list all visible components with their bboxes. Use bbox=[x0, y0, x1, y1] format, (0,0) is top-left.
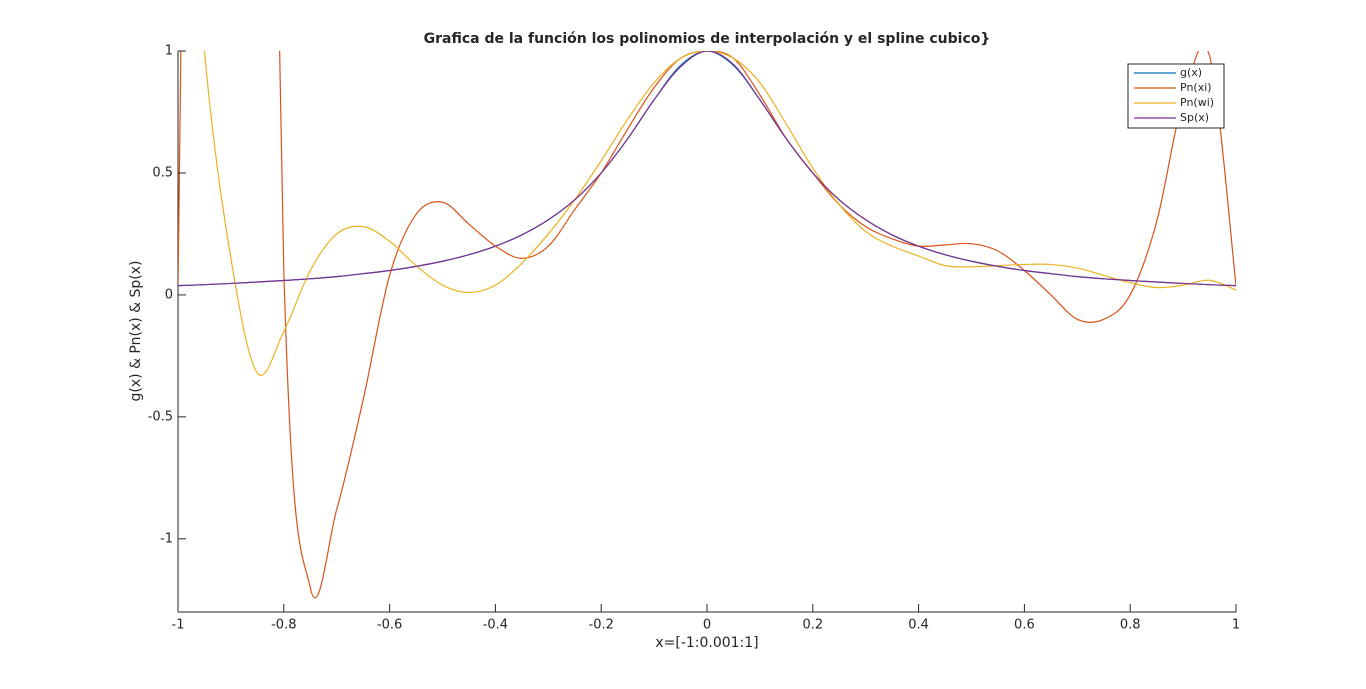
x-tick-label: -1 bbox=[172, 618, 185, 633]
x-tick-label: -0.2 bbox=[589, 618, 614, 633]
x-tick-label: -0.8 bbox=[271, 618, 296, 633]
chart-title: Grafica de la función los polinomios de … bbox=[424, 31, 991, 47]
x-axis-label: x=[-1:0.001:1] bbox=[655, 635, 758, 651]
x-tick-label: 0 bbox=[703, 618, 711, 633]
y-tick-label: 1 bbox=[165, 44, 173, 59]
series-line bbox=[178, 51, 1236, 287]
legend-label: Pn(xi) bbox=[1180, 81, 1212, 94]
series-line bbox=[178, 51, 1236, 599]
y-tick-label: -0.5 bbox=[148, 409, 173, 424]
legend-box bbox=[1127, 63, 1225, 129]
y-tick-label: 0.5 bbox=[152, 165, 173, 180]
y-tick-label: 0 bbox=[165, 287, 173, 302]
x-tick-label: 0.6 bbox=[1014, 618, 1035, 633]
x-tick-label: 0.2 bbox=[802, 618, 823, 633]
y-tick-label: -1 bbox=[160, 531, 173, 546]
legend: g(x) Pn(xi) Pn(wi) Sp(x) bbox=[1127, 63, 1225, 129]
legend-label: Pn(wi) bbox=[1180, 96, 1214, 109]
x-tick-label: 0.4 bbox=[908, 618, 929, 633]
x-tick-label: 0.8 bbox=[1120, 618, 1141, 633]
x-tick-label: -0.6 bbox=[377, 618, 402, 633]
x-tick-label: -0.4 bbox=[483, 618, 508, 633]
legend-label: g(x) bbox=[1180, 66, 1202, 79]
plot-area bbox=[178, 51, 1236, 599]
series-line bbox=[178, 51, 1236, 287]
legend-label: Sp(x) bbox=[1180, 111, 1209, 124]
series-line bbox=[203, 51, 1236, 376]
y-axis-label: g(x) & Pn(x) & Sp(x) bbox=[128, 261, 144, 402]
x-tick-label: 1 bbox=[1232, 618, 1240, 633]
